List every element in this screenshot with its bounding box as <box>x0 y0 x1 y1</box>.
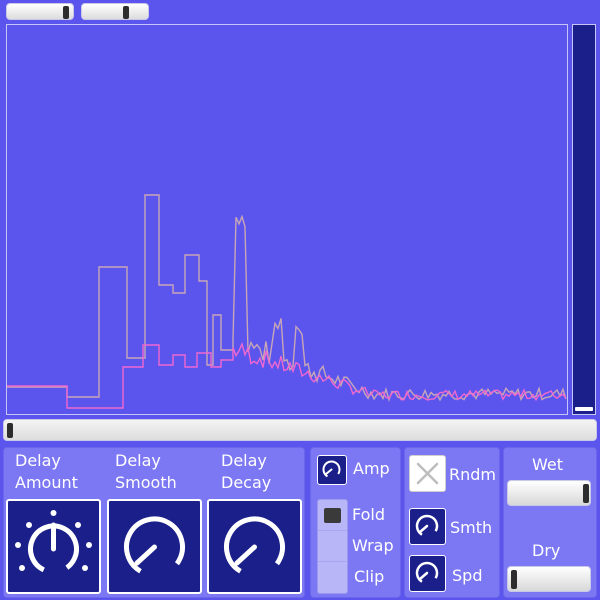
spectrum-display <box>6 24 568 415</box>
top-slider-1[interactable] <box>6 3 74 20</box>
random-button[interactable] <box>409 455 446 492</box>
level-meter <box>572 24 596 415</box>
random-label: Rndm <box>449 465 496 484</box>
wet-slider-thumb[interactable] <box>583 484 589 503</box>
delay-smooth-knob-icon <box>124 516 185 578</box>
clip-label: Clip <box>354 567 385 586</box>
wrap-option[interactable] <box>318 531 347 562</box>
horizontal-scrollbar[interactable] <box>3 419 597 441</box>
wet-label: Wet <box>532 455 563 474</box>
top-slider-2-thumb[interactable] <box>123 6 129 19</box>
wrap-label: Wrap <box>352 536 394 555</box>
wet-slider[interactable] <box>507 480 591 506</box>
delay-decay-knob[interactable] <box>207 499 302 594</box>
delay-smooth-knob[interactable] <box>107 499 202 594</box>
delay-smooth-label: Delay Smooth <box>115 451 177 492</box>
fold-label: Fold <box>352 505 386 524</box>
scrollbar-thumb[interactable] <box>7 423 13 438</box>
amp-label: Amp <box>353 459 390 478</box>
speed-knob-icon <box>415 561 439 585</box>
speed-label: Spd <box>452 566 483 585</box>
fold-selected-indicator <box>324 508 341 523</box>
level-meter-fill <box>575 407 593 411</box>
smooth-knob-icon <box>415 514 439 538</box>
spectrum-graph <box>7 194 567 409</box>
dry-slider-thumb[interactable] <box>511 570 517 589</box>
top-slider-2[interactable] <box>81 3 149 20</box>
delay-decay-knob-icon <box>224 516 285 578</box>
fold-option[interactable] <box>318 500 347 531</box>
delay-amount-label: Delay Amount <box>15 451 78 492</box>
x-icon <box>416 462 439 485</box>
dry-slider[interactable] <box>507 566 591 592</box>
delay-amount-knob[interactable] <box>6 499 101 594</box>
smooth-knob[interactable] <box>409 508 446 545</box>
amp-knob[interactable] <box>317 455 347 485</box>
spectrum-line-primary <box>7 194 567 402</box>
amp-knob-icon <box>322 460 341 479</box>
fold-mode-selector[interactable] <box>317 499 348 594</box>
dry-label: Dry <box>532 541 561 560</box>
delay-amount-knob-icon <box>15 510 92 575</box>
top-slider-1-thumb[interactable] <box>63 6 69 19</box>
smooth-label: Smth <box>450 518 493 537</box>
clip-option[interactable] <box>318 562 347 593</box>
spectrum-line-secondary <box>7 341 567 409</box>
speed-knob[interactable] <box>409 555 446 592</box>
delay-decay-label: Delay Decay <box>221 451 272 492</box>
